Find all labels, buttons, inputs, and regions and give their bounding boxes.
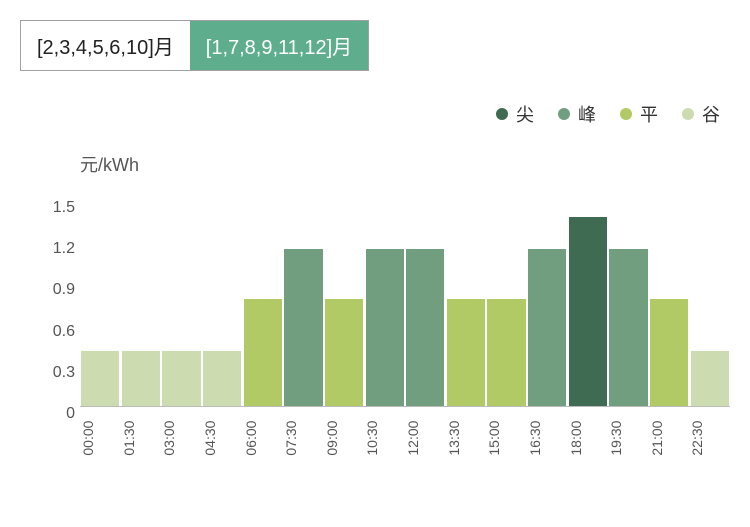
bar-slot <box>283 187 324 406</box>
bar <box>122 351 160 406</box>
bar <box>650 299 688 406</box>
bar-slot <box>446 187 487 406</box>
y-tick: 0.6 <box>30 323 75 341</box>
price-bar-chart: 00.30.60.91.21.5 00:0001:3003:0004:3006:… <box>80 187 730 475</box>
legend-label: 谷 <box>702 101 720 127</box>
bar <box>203 351 241 406</box>
bar <box>325 299 363 406</box>
legend-item-feng: 峰 <box>558 101 596 127</box>
bar <box>487 299 525 406</box>
tab-months-b[interactable]: [1,7,8,9,11,12]月 <box>190 21 368 70</box>
y-tick: 0.3 <box>30 364 75 382</box>
legend-item-jian: 尖 <box>496 101 534 127</box>
bar <box>528 249 566 406</box>
bar <box>406 249 444 406</box>
bar <box>162 351 200 406</box>
bar <box>609 249 647 406</box>
legend-label: 峰 <box>578 101 596 127</box>
bar-slot <box>80 187 121 406</box>
bar-slot <box>608 187 649 406</box>
dot-icon <box>620 108 632 120</box>
y-tick: 0.9 <box>30 281 75 299</box>
bar <box>366 249 404 406</box>
tab-months-a[interactable]: [2,3,4,5,6,10]月 <box>21 21 190 70</box>
bar-slot <box>121 187 162 406</box>
bar-slot <box>405 187 446 406</box>
dot-icon <box>682 108 694 120</box>
chart-container: 元/kWh 00.30.60.91.21.5 00:0001:3003:0004… <box>80 151 730 475</box>
bar-slot <box>486 187 527 406</box>
bar <box>447 299 485 406</box>
bars-group <box>80 187 730 406</box>
bar-slot <box>161 187 202 406</box>
y-tick: 0 <box>30 405 75 423</box>
y-axis-label: 元/kWh <box>80 151 730 177</box>
bar-slot <box>202 187 243 406</box>
bar-slot <box>689 187 730 406</box>
bar <box>691 351 729 406</box>
bar <box>244 299 282 406</box>
legend-label: 尖 <box>516 101 534 127</box>
dot-icon <box>558 108 570 120</box>
x-tick: 22:30 <box>689 415 749 456</box>
legend-label: 平 <box>640 101 658 127</box>
month-tabs: [2,3,4,5,6,10]月 [1,7,8,9,11,12]月 <box>20 20 369 71</box>
legend: 尖 峰 平 谷 <box>20 101 730 127</box>
bar-slot <box>568 187 609 406</box>
y-tick: 1.2 <box>30 240 75 258</box>
bar-slot <box>527 187 568 406</box>
y-tick: 1.5 <box>30 199 75 217</box>
bar-slot <box>324 187 365 406</box>
dot-icon <box>496 108 508 120</box>
bar <box>569 217 607 406</box>
bar-slot <box>243 187 284 406</box>
plot-area: 00.30.60.91.21.5 <box>80 187 730 407</box>
bar <box>284 249 322 406</box>
bar <box>81 351 119 406</box>
bar-slot <box>364 187 405 406</box>
x-axis: 00:0001:3003:0004:3006:0007:3009:0010:30… <box>80 415 730 475</box>
legend-item-ping: 平 <box>620 101 658 127</box>
legend-item-gu: 谷 <box>682 101 720 127</box>
bar-slot <box>649 187 690 406</box>
